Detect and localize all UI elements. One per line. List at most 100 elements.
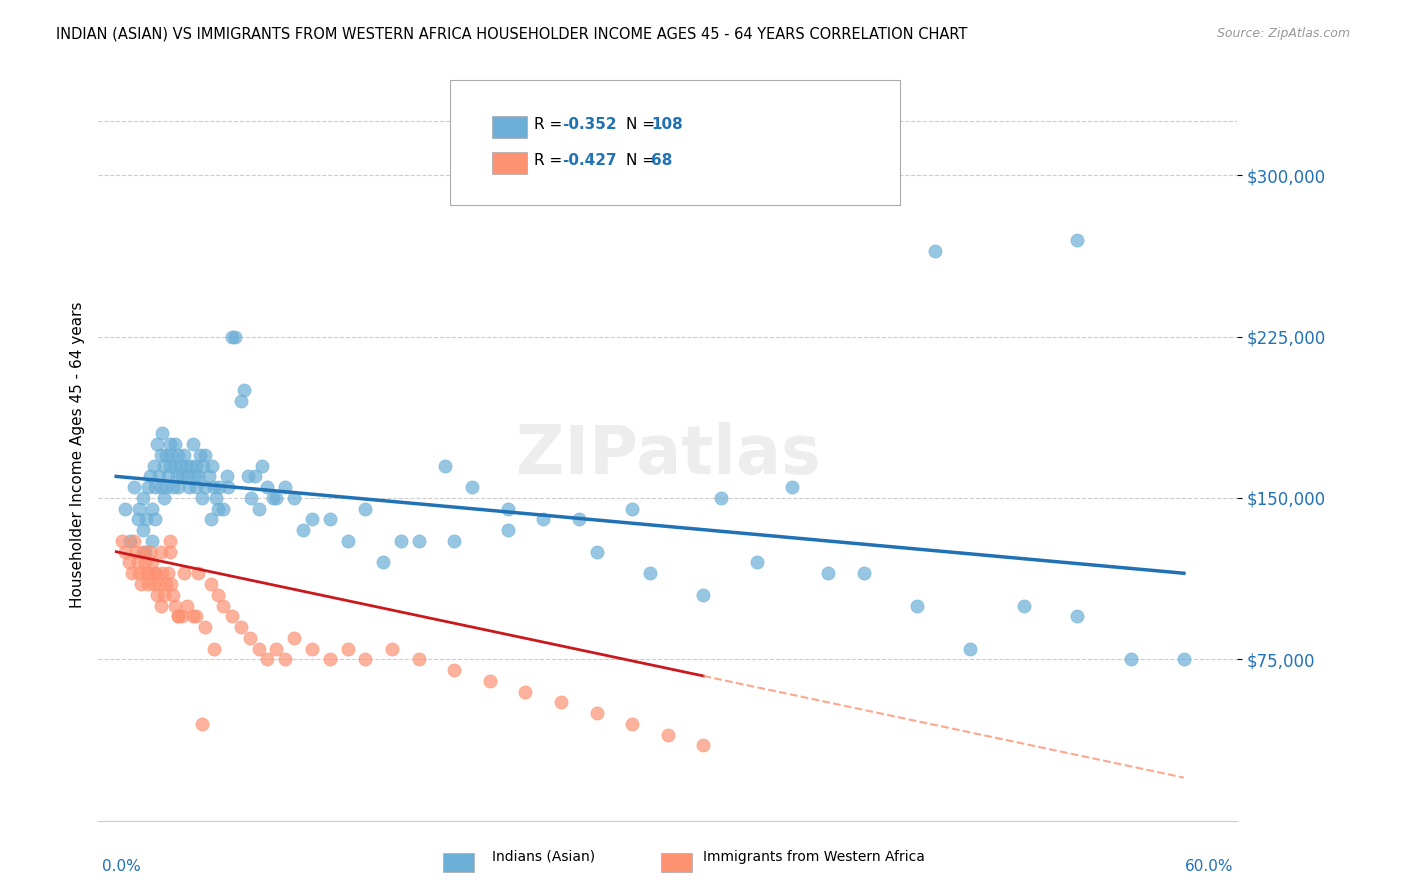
Point [1173,652,1195,666]
Point [148,469,170,483]
Text: Immigrants from Western Africa: Immigrants from Western Africa [703,850,925,863]
Point [127,512,149,526]
Point [443,663,465,677]
Point [371,556,394,570]
Point [817,566,839,581]
Text: 68: 68 [651,153,672,168]
Point [221,329,243,343]
Point [167,609,190,624]
Point [692,739,714,753]
Point [959,641,981,656]
Point [187,566,209,581]
Point [190,716,212,731]
Point [354,652,377,666]
Point [478,673,501,688]
Point [173,448,195,462]
Point [174,458,197,473]
Point [145,512,167,526]
Point [408,652,430,666]
Text: N =: N = [626,118,659,132]
Point [515,684,537,698]
Point [274,652,297,666]
Point [221,609,243,624]
Point [132,491,155,505]
Text: 0.0%: 0.0% [103,859,141,874]
Point [170,609,193,624]
Point [550,695,572,709]
Text: INDIAN (ASIAN) VS IMMIGRANTS FROM WESTERN AFRICA HOUSEHOLDER INCOME AGES 45 - 64: INDIAN (ASIAN) VS IMMIGRANTS FROM WESTER… [56,27,967,42]
Point [159,533,181,548]
Point [132,523,155,537]
Point [568,512,591,526]
Point [153,491,176,505]
Point [197,469,219,483]
Point [745,556,768,570]
Point [408,533,430,548]
Point [190,491,212,505]
Text: -0.427: -0.427 [562,153,617,168]
Point [159,437,181,451]
Point [149,545,172,559]
Text: R =: R = [534,153,568,168]
Point [145,566,167,581]
Point [283,631,305,645]
Point [121,566,143,581]
Point [134,545,156,559]
Point [110,533,132,548]
Point [136,480,159,494]
Point [215,469,238,483]
Point [176,599,198,613]
Point [336,533,359,548]
Point [381,641,404,656]
Point [208,480,231,494]
Point [134,556,156,570]
Point [239,631,262,645]
Point [638,566,661,581]
Point [159,458,181,473]
Point [212,599,235,613]
Point [202,641,225,656]
Point [692,588,714,602]
Point [181,609,204,624]
Point [156,566,179,581]
Text: N =: N = [626,153,659,168]
Point [207,588,229,602]
Point [247,501,270,516]
Point [180,458,202,473]
Point [139,545,162,559]
Point [200,577,222,591]
Point [224,329,246,343]
Point [145,480,167,494]
Point [152,426,174,441]
Point [186,458,208,473]
Point [657,728,679,742]
Point [167,448,190,462]
Point [118,556,141,570]
Point [274,480,297,494]
Point [354,501,377,516]
Point [120,533,142,548]
Point [202,480,225,494]
Point [163,458,186,473]
Point [129,577,152,591]
Point [128,501,150,516]
Text: 108: 108 [651,118,683,132]
Point [156,469,179,483]
Point [905,599,928,613]
Point [1066,609,1088,624]
Point [142,577,165,591]
Point [621,501,644,516]
Point [170,469,193,483]
Point [319,652,342,666]
Point [125,545,148,559]
Point [148,577,170,591]
Point [155,480,177,494]
Point [159,545,181,559]
Point [389,533,412,548]
Text: R =: R = [534,118,568,132]
Y-axis label: Householder Income Ages 45 - 64 years: Householder Income Ages 45 - 64 years [69,301,84,608]
Point [128,566,150,581]
Point [443,533,465,548]
Point [142,458,165,473]
Point [207,501,229,516]
